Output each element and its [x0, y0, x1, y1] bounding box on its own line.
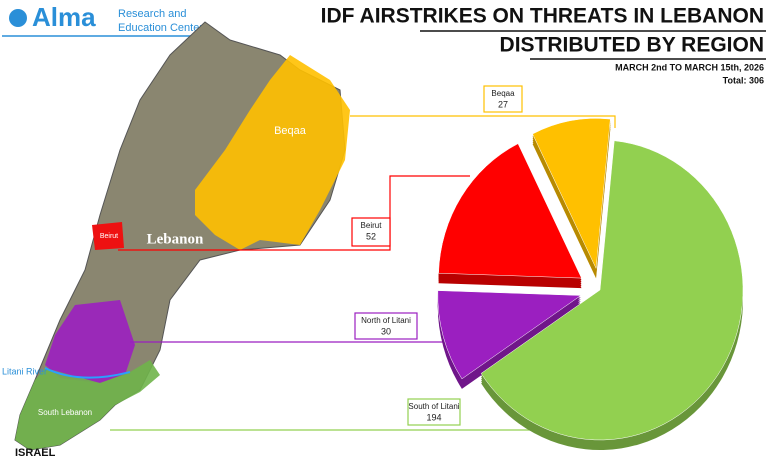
map-label: ISRAEL	[15, 447, 56, 459]
chart-title: DISTRIBUTED BY REGION	[500, 34, 764, 57]
map-label: South Lebanon	[38, 408, 92, 417]
label-box	[483, 85, 523, 113]
logo-tagline: Education Center	[118, 22, 203, 34]
pie	[437, 118, 744, 450]
leader-line	[118, 175, 470, 251]
leader-line	[350, 115, 616, 128]
map-label: Litani River	[2, 366, 47, 376]
north-litani-region	[45, 300, 135, 383]
map-label: Lebanon	[147, 231, 204, 247]
slice	[480, 140, 744, 441]
map: Beqaa Beirut Lebanon Litani River South …	[2, 21, 350, 459]
logo-icon	[9, 9, 27, 27]
slice	[437, 290, 582, 380]
label-name: Beirut	[361, 221, 383, 230]
label-value: 27	[498, 99, 508, 109]
chart-title: IDF AIRSTRIKES ON THREATS IN LEBANON	[321, 5, 764, 28]
beqaa-region	[195, 55, 350, 250]
label-value: 194	[426, 412, 441, 422]
label-box	[354, 312, 418, 340]
slice	[438, 143, 582, 279]
label-name: North of Litani	[361, 316, 411, 325]
logo-tagline: Research and	[118, 8, 187, 20]
label-box	[407, 398, 461, 426]
total: Total: 306	[723, 75, 764, 85]
map-label: Beqaa	[274, 125, 307, 137]
litani-river	[44, 367, 131, 379]
label-box	[351, 217, 391, 247]
label-value: 52	[366, 231, 376, 241]
label-value: 30	[381, 326, 391, 336]
slice	[532, 118, 611, 270]
label-name: Beqaa	[491, 89, 515, 98]
south-litani-region	[15, 360, 160, 450]
map-label: Beirut	[100, 233, 118, 240]
beirut-region	[92, 222, 124, 250]
subtitle: MARCH 2nd TO MARCH 15th, 2026	[615, 62, 764, 72]
logo-text: Alma	[32, 2, 96, 32]
label-name: South of Litani	[408, 402, 459, 411]
